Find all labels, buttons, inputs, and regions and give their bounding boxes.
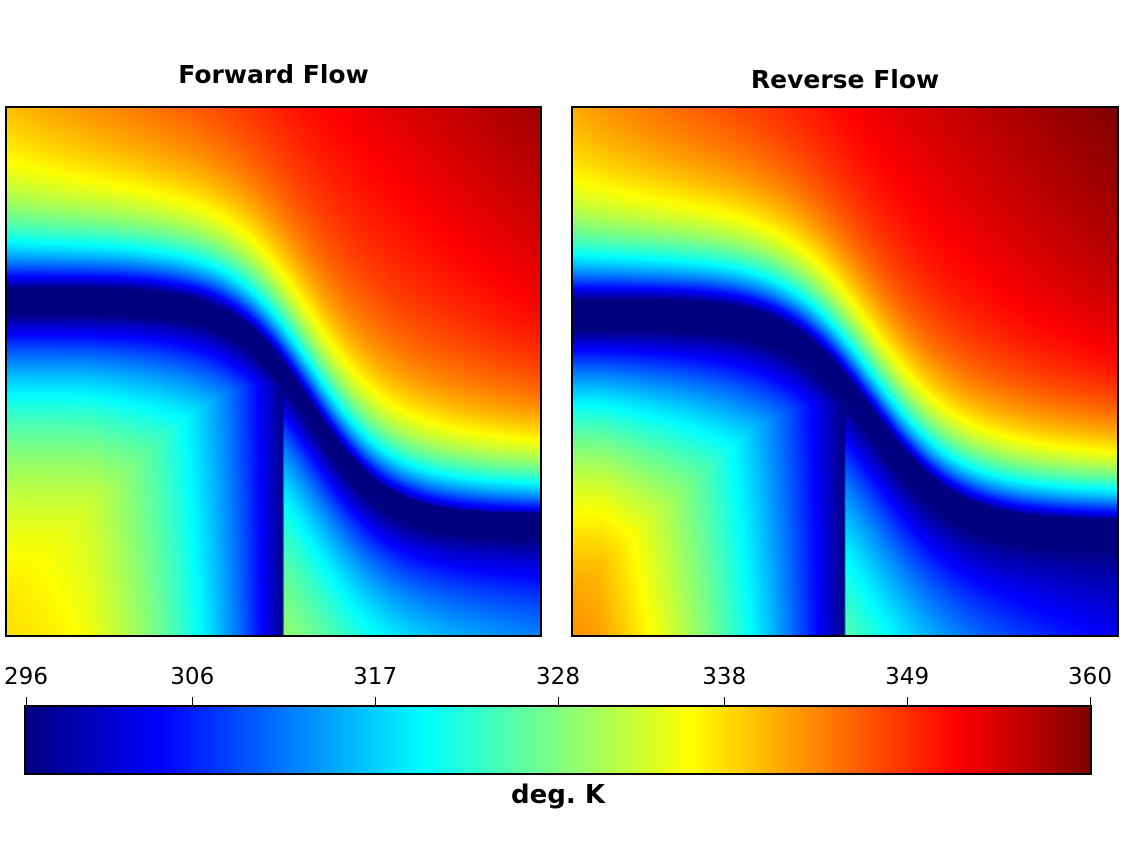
heatmap-forward-flow (5, 106, 542, 637)
colorbar-tick-label: 338 (702, 664, 747, 690)
colorbar-tick (374, 697, 376, 706)
colorbar-tick (906, 697, 908, 706)
colorbar-tick-label: 328 (536, 664, 580, 690)
colorbar-tick (1089, 697, 1091, 706)
colorbar-tick-label: 349 (885, 664, 930, 690)
colorbar-tick-label: 306 (170, 664, 215, 690)
panel-title-reverse: Reverse Flow (750, 65, 940, 94)
colorbar-tick (25, 697, 27, 706)
colorbar-tick-label: 360 (1068, 664, 1112, 690)
heatmap-reverse-canvas (573, 108, 1117, 635)
heatmap-forward-canvas (7, 108, 540, 635)
colorbar-tick (191, 697, 193, 706)
colorbar-tick-label: 296 (4, 664, 48, 690)
colorbar-tick (557, 697, 559, 706)
panel-title-forward: Forward Flow (178, 60, 369, 89)
heatmap-reverse-flow (571, 106, 1119, 637)
colorbar (24, 705, 1092, 775)
colorbar-tick-label: 317 (353, 664, 398, 690)
colorbar-tick (723, 697, 725, 706)
colorbar-label: deg. K (511, 780, 605, 810)
